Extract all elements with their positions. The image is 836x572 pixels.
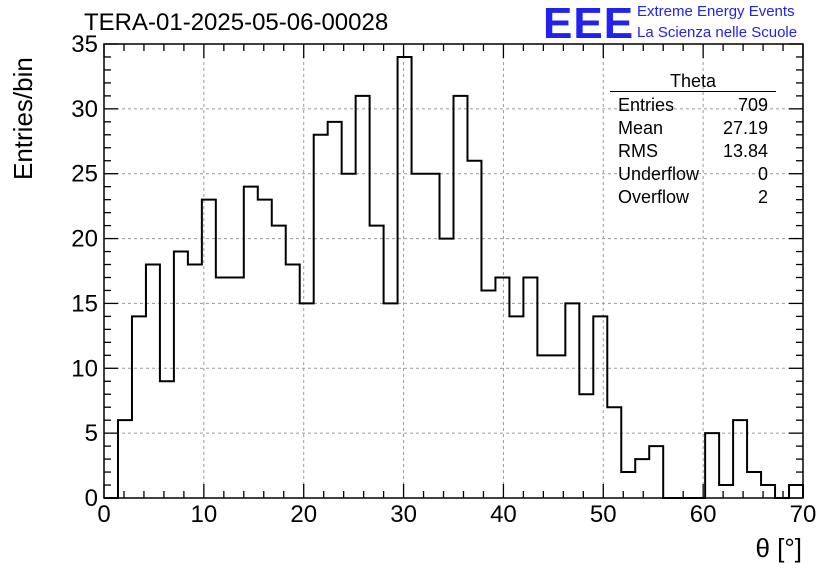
stats-value: 27.19: [722, 118, 768, 138]
y-axis-label: Entries/bin: [8, 57, 38, 180]
x-tick-label: 60: [690, 501, 717, 528]
x-axis-label: θ [°]: [755, 533, 802, 563]
stats-label: Entries: [618, 95, 675, 115]
x-tick-label: 70: [790, 501, 817, 528]
stats-row-rms: RMS 13.84: [610, 140, 776, 163]
stats-value: 13.84: [722, 141, 768, 161]
logo-line-2: La Scienza nelle Scuole: [637, 24, 798, 41]
y-tick-label: 25: [71, 161, 98, 188]
y-tick-label: 5: [85, 420, 98, 447]
x-tick-label: 40: [490, 501, 517, 528]
stats-title: Theta: [610, 71, 776, 92]
y-tick-label: 0: [85, 485, 98, 512]
stats-row-entries: Entries 709: [610, 94, 776, 117]
stats-row-mean: Mean 27.19: [610, 117, 776, 140]
y-tick-label: 15: [71, 290, 98, 317]
stats-label: Mean: [618, 118, 664, 138]
eee-logo: EEE: [543, 0, 635, 48]
stats-value: 2: [757, 187, 768, 207]
chart-title: TERA-01-2025-05-06-00028: [84, 9, 389, 36]
logo-line-1: Extreme Energy Events: [637, 3, 795, 20]
stats-label: Underflow: [618, 164, 700, 184]
x-tick-label: 0: [97, 501, 110, 528]
plot-frame: [103, 43, 804, 499]
x-tick-label: 10: [191, 501, 218, 528]
stats-box: Theta Entries 709 Mean 27.19 RMS 13.84 U…: [610, 71, 776, 209]
stats-row-overflow: Overflow 2: [610, 186, 776, 209]
axis-ticks: [103, 43, 804, 499]
stats-row-underflow: Underflow 0: [610, 163, 776, 186]
x-tick-label: 50: [590, 501, 617, 528]
stats-value: 709: [737, 95, 768, 115]
x-tick-label: 20: [290, 501, 317, 528]
stats-value: 0: [757, 164, 768, 184]
y-tick-label: 20: [71, 226, 98, 253]
x-tick-label: 30: [390, 501, 417, 528]
y-tick-label: 30: [71, 96, 98, 123]
stats-label: RMS: [618, 141, 658, 161]
y-tick-label: 10: [71, 355, 98, 382]
stats-label: Overflow: [618, 187, 690, 207]
y-tick-label: 35: [71, 31, 98, 58]
